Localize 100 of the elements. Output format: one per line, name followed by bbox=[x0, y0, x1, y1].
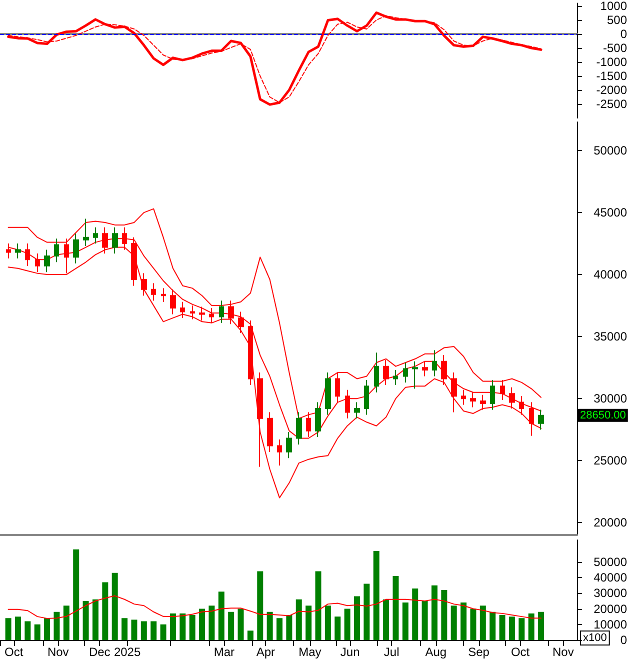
bar bbox=[412, 588, 418, 640]
candlestick bbox=[345, 389, 350, 419]
bar bbox=[54, 612, 60, 640]
bar bbox=[276, 618, 283, 640]
bar bbox=[73, 549, 80, 640]
candlestick bbox=[325, 372, 331, 416]
candlestick bbox=[470, 392, 476, 408]
y-tick-label: 50000 bbox=[594, 554, 628, 569]
bar bbox=[286, 615, 292, 640]
bar bbox=[402, 602, 408, 640]
candlestick bbox=[190, 305, 195, 320]
x-tick-label: Oct bbox=[4, 645, 24, 659]
y-tick-label: 40000 bbox=[594, 268, 628, 282]
bar bbox=[228, 612, 234, 640]
bar bbox=[528, 613, 534, 640]
x-tick-label: Oct bbox=[510, 645, 530, 659]
bar bbox=[122, 618, 128, 640]
x-tick-label: Mar bbox=[214, 645, 234, 659]
candlestick bbox=[383, 360, 389, 386]
y-tick-label: -2000 bbox=[596, 83, 628, 97]
candlestick bbox=[35, 252, 40, 273]
x-tick-label: Apr bbox=[256, 645, 276, 659]
y-tick-label: -2500 bbox=[596, 97, 628, 111]
bar bbox=[460, 602, 467, 640]
y-tick-label: -1000 bbox=[596, 55, 628, 69]
bar bbox=[508, 616, 515, 640]
bar bbox=[354, 596, 360, 640]
bar bbox=[373, 550, 380, 640]
bar bbox=[266, 612, 273, 640]
candlestick bbox=[315, 402, 321, 438]
candlestick bbox=[112, 226, 118, 254]
candlestick bbox=[461, 389, 466, 406]
candlestick bbox=[199, 306, 205, 321]
bar bbox=[334, 616, 341, 640]
bar bbox=[199, 608, 206, 640]
bar bbox=[470, 608, 476, 640]
y-tick-label: 50000 bbox=[594, 144, 628, 158]
y-tick-label: 20000 bbox=[594, 602, 628, 616]
x-tick-label: Jul bbox=[384, 645, 400, 659]
bar bbox=[170, 613, 176, 640]
candlestick bbox=[93, 226, 98, 244]
x-tick-label: Dec bbox=[88, 645, 110, 659]
candlestick bbox=[277, 439, 282, 466]
bar bbox=[315, 571, 322, 640]
bar bbox=[34, 624, 40, 640]
bar bbox=[422, 600, 428, 640]
x-tick-label: Sep bbox=[468, 645, 490, 659]
bar bbox=[324, 606, 331, 640]
candlestick bbox=[393, 370, 398, 386]
candlestick bbox=[180, 301, 185, 318]
y-tick-label: 10000 bbox=[594, 617, 628, 632]
bar bbox=[14, 616, 21, 640]
bar bbox=[208, 606, 215, 640]
candlestick bbox=[73, 233, 79, 264]
candlestick bbox=[451, 372, 457, 413]
bar bbox=[247, 630, 254, 640]
bar bbox=[102, 582, 108, 640]
bar bbox=[112, 572, 118, 640]
x-tick-label: Nov bbox=[552, 645, 574, 659]
candlestick bbox=[529, 402, 534, 436]
bar bbox=[441, 590, 448, 640]
candlestick bbox=[480, 394, 486, 410]
candlestick bbox=[490, 379, 495, 410]
bar bbox=[44, 618, 50, 640]
y-tick-label: 30000 bbox=[594, 586, 628, 600]
y-tick-label: 20000 bbox=[594, 516, 628, 530]
bar bbox=[499, 615, 506, 640]
bar bbox=[257, 571, 264, 640]
bar bbox=[160, 624, 166, 640]
bar bbox=[392, 576, 399, 640]
candlestick bbox=[422, 360, 428, 377]
y-tick-label: 0 bbox=[620, 27, 628, 41]
bar bbox=[518, 618, 525, 640]
y-tick-label: 500 bbox=[606, 13, 628, 27]
candlestick bbox=[354, 402, 360, 419]
y-tick-label: 25000 bbox=[594, 454, 628, 468]
bar bbox=[131, 620, 138, 640]
candlestick bbox=[335, 372, 340, 403]
x-tick-label: May bbox=[298, 645, 322, 659]
candlestick bbox=[44, 249, 50, 273]
candlestick bbox=[219, 300, 224, 324]
candlestick bbox=[374, 352, 379, 393]
candlestick bbox=[54, 238, 59, 263]
x-tick-label: 2025 bbox=[114, 645, 141, 659]
candlestick bbox=[15, 243, 21, 259]
candlestick bbox=[538, 409, 544, 430]
candlestick bbox=[286, 432, 292, 459]
candlestick bbox=[412, 360, 418, 390]
y-tick-label: -1500 bbox=[596, 69, 628, 83]
x-tick-label: Aug bbox=[425, 645, 447, 659]
y-tick-label: 30000 bbox=[594, 392, 628, 406]
candlestick bbox=[170, 288, 176, 315]
candlestick bbox=[141, 272, 147, 296]
bar bbox=[92, 599, 98, 640]
candlestick bbox=[519, 396, 524, 416]
candlestick bbox=[403, 362, 408, 383]
candlestick bbox=[25, 243, 30, 266]
text: 28650.00 bbox=[580, 409, 626, 422]
y-tick-label: 0 bbox=[620, 633, 628, 647]
y-tick-label: -500 bbox=[602, 41, 628, 55]
